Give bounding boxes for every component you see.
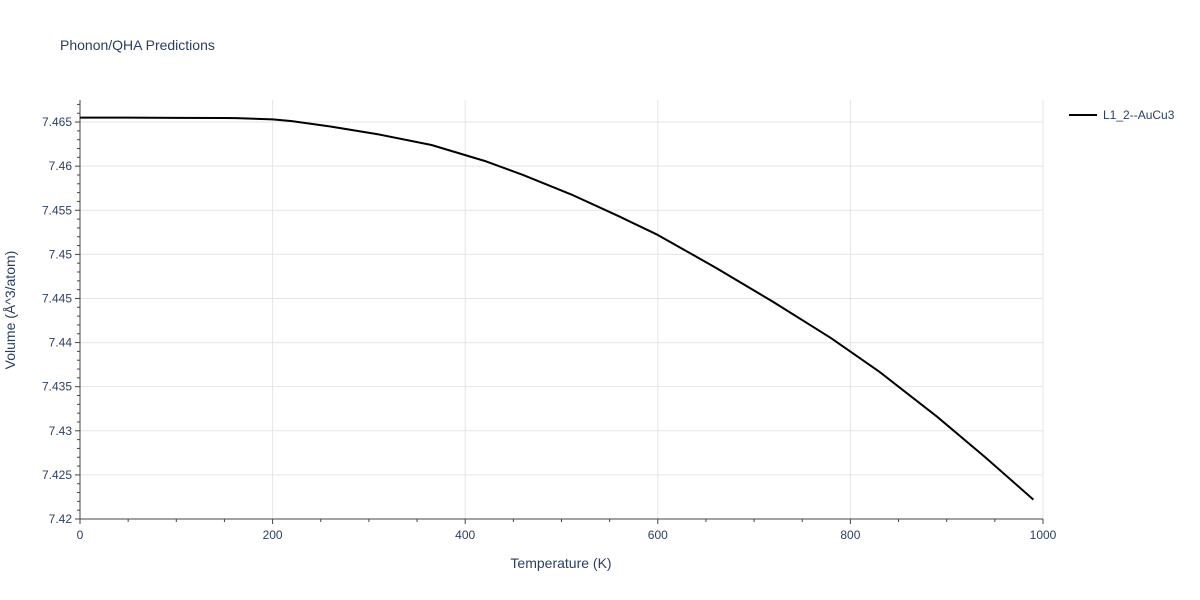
- plot-area: [80, 116, 1035, 501]
- y-tick-label: 7.44: [49, 336, 73, 350]
- x-tick-label: 0: [77, 528, 84, 542]
- y-tick-label: 7.43: [49, 424, 73, 438]
- y-tick-label: 7.455: [42, 203, 72, 217]
- legend-label: L1_2--AuCu3: [1103, 108, 1175, 122]
- grid: [80, 100, 1044, 519]
- x-tick-label: 600: [648, 528, 668, 542]
- y-axis-title: Volume (Å^3/atom): [2, 251, 18, 370]
- y-tick-label: 7.445: [42, 291, 72, 305]
- y-tick-label: 7.42: [49, 512, 73, 526]
- x-axis-title: Temperature (K): [510, 555, 611, 571]
- series-line: [80, 116, 1035, 501]
- y-tick-label: 7.465: [42, 115, 72, 129]
- y-tick-label: 7.425: [42, 468, 72, 482]
- y-tick-label: 7.45: [49, 247, 73, 261]
- x-tick-label: 1000: [1030, 528, 1057, 542]
- x-tick-label: 400: [455, 528, 475, 542]
- x-tick-label: 800: [840, 528, 860, 542]
- y-tick-label: 7.46: [49, 159, 73, 173]
- axes: 0 200 400 600 800 1000 7.42 7.425 7.43 7.435 7.44 7…: [42, 100, 1057, 542]
- y-tick-label: 7.435: [42, 380, 72, 394]
- legend: L1_2--AuCu3: [1069, 108, 1175, 122]
- x-tick-label: 200: [263, 528, 283, 542]
- chart-title: Phonon/QHA Predictions: [60, 37, 215, 53]
